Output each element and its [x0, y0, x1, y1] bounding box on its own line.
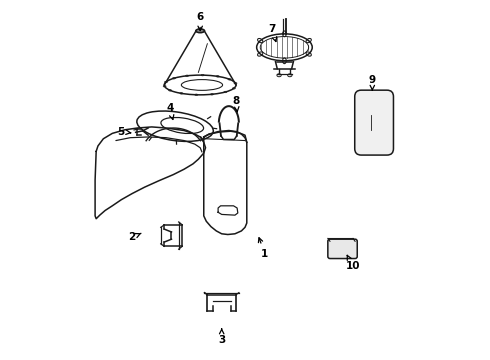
Text: 3: 3: [218, 329, 225, 345]
Text: 7: 7: [268, 24, 277, 41]
Text: 10: 10: [345, 255, 360, 271]
Text: 2: 2: [128, 232, 141, 242]
Text: 4: 4: [166, 103, 174, 120]
Text: 6: 6: [196, 12, 204, 31]
Text: 8: 8: [232, 96, 240, 112]
Ellipse shape: [196, 29, 204, 33]
Text: 5: 5: [118, 127, 131, 136]
FancyBboxPatch shape: [328, 239, 357, 258]
FancyBboxPatch shape: [355, 90, 393, 155]
Text: 1: 1: [258, 238, 269, 258]
Text: 9: 9: [369, 75, 376, 90]
